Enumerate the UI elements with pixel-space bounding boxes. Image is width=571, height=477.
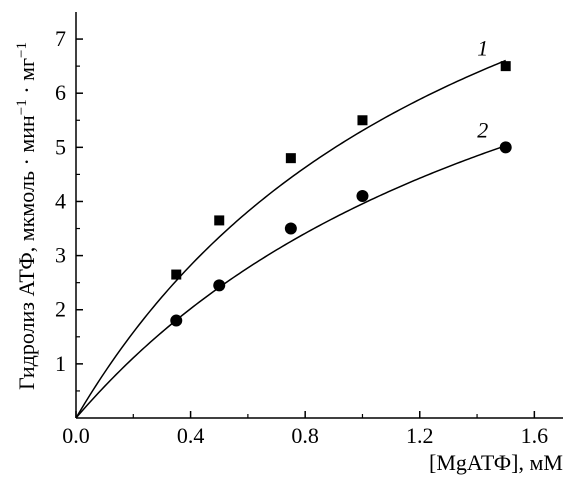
x-tick-label-4: 1.6 [521, 423, 549, 448]
x-tick-label-3: 1.2 [406, 423, 434, 448]
y-axis-title-mid: · мг [14, 58, 39, 99]
y-tick-label-6: 7 [55, 26, 66, 51]
point-series-1-1 [214, 215, 225, 226]
fit-curves [75, 59, 506, 419]
point-series-2-3 [356, 190, 369, 203]
y-axis-title-main: Гидролиз АТФ, мкмоль · мин [14, 115, 39, 390]
fit-curve-2 [75, 144, 506, 419]
y-tick-label-0: 1 [55, 351, 66, 376]
point-series-1-0 [171, 269, 182, 280]
series-labels: 12 [477, 35, 488, 142]
data-markers [170, 61, 512, 327]
point-series-2-4 [499, 141, 512, 154]
y-tick-label-4: 5 [55, 134, 66, 159]
point-series-1-4 [500, 61, 511, 72]
point-series-1-2 [285, 153, 296, 164]
y-tick-label-3: 4 [55, 188, 66, 213]
y-tick-label-1: 2 [55, 297, 66, 322]
series-label-1: 1 [477, 35, 488, 60]
point-series-1-3 [357, 115, 368, 126]
axis-ticks [75, 38, 536, 418]
x-tick-label-0: 0.0 [62, 423, 90, 448]
series-label-2: 2 [477, 118, 488, 143]
y-tick-label-2: 3 [55, 243, 66, 268]
y-axis-title-exp1: −1 [14, 99, 30, 115]
point-series-2-1 [213, 279, 226, 292]
y-axis-title: Гидролиз АТФ, мкмоль · мин−1 · мг−1 [14, 42, 39, 390]
point-series-2-0 [170, 314, 183, 327]
x-axis-title: [MgАТФ], мМ [429, 450, 563, 475]
plot-frame [75, 12, 563, 419]
x-tick-label-2: 0.8 [291, 423, 319, 448]
y-axis-title-exp2: −1 [14, 42, 30, 58]
fit-curve-1 [75, 59, 506, 419]
y-tick-label-5: 6 [55, 80, 66, 105]
x-tick-label-1: 0.4 [177, 423, 205, 448]
point-series-2-2 [284, 222, 297, 235]
